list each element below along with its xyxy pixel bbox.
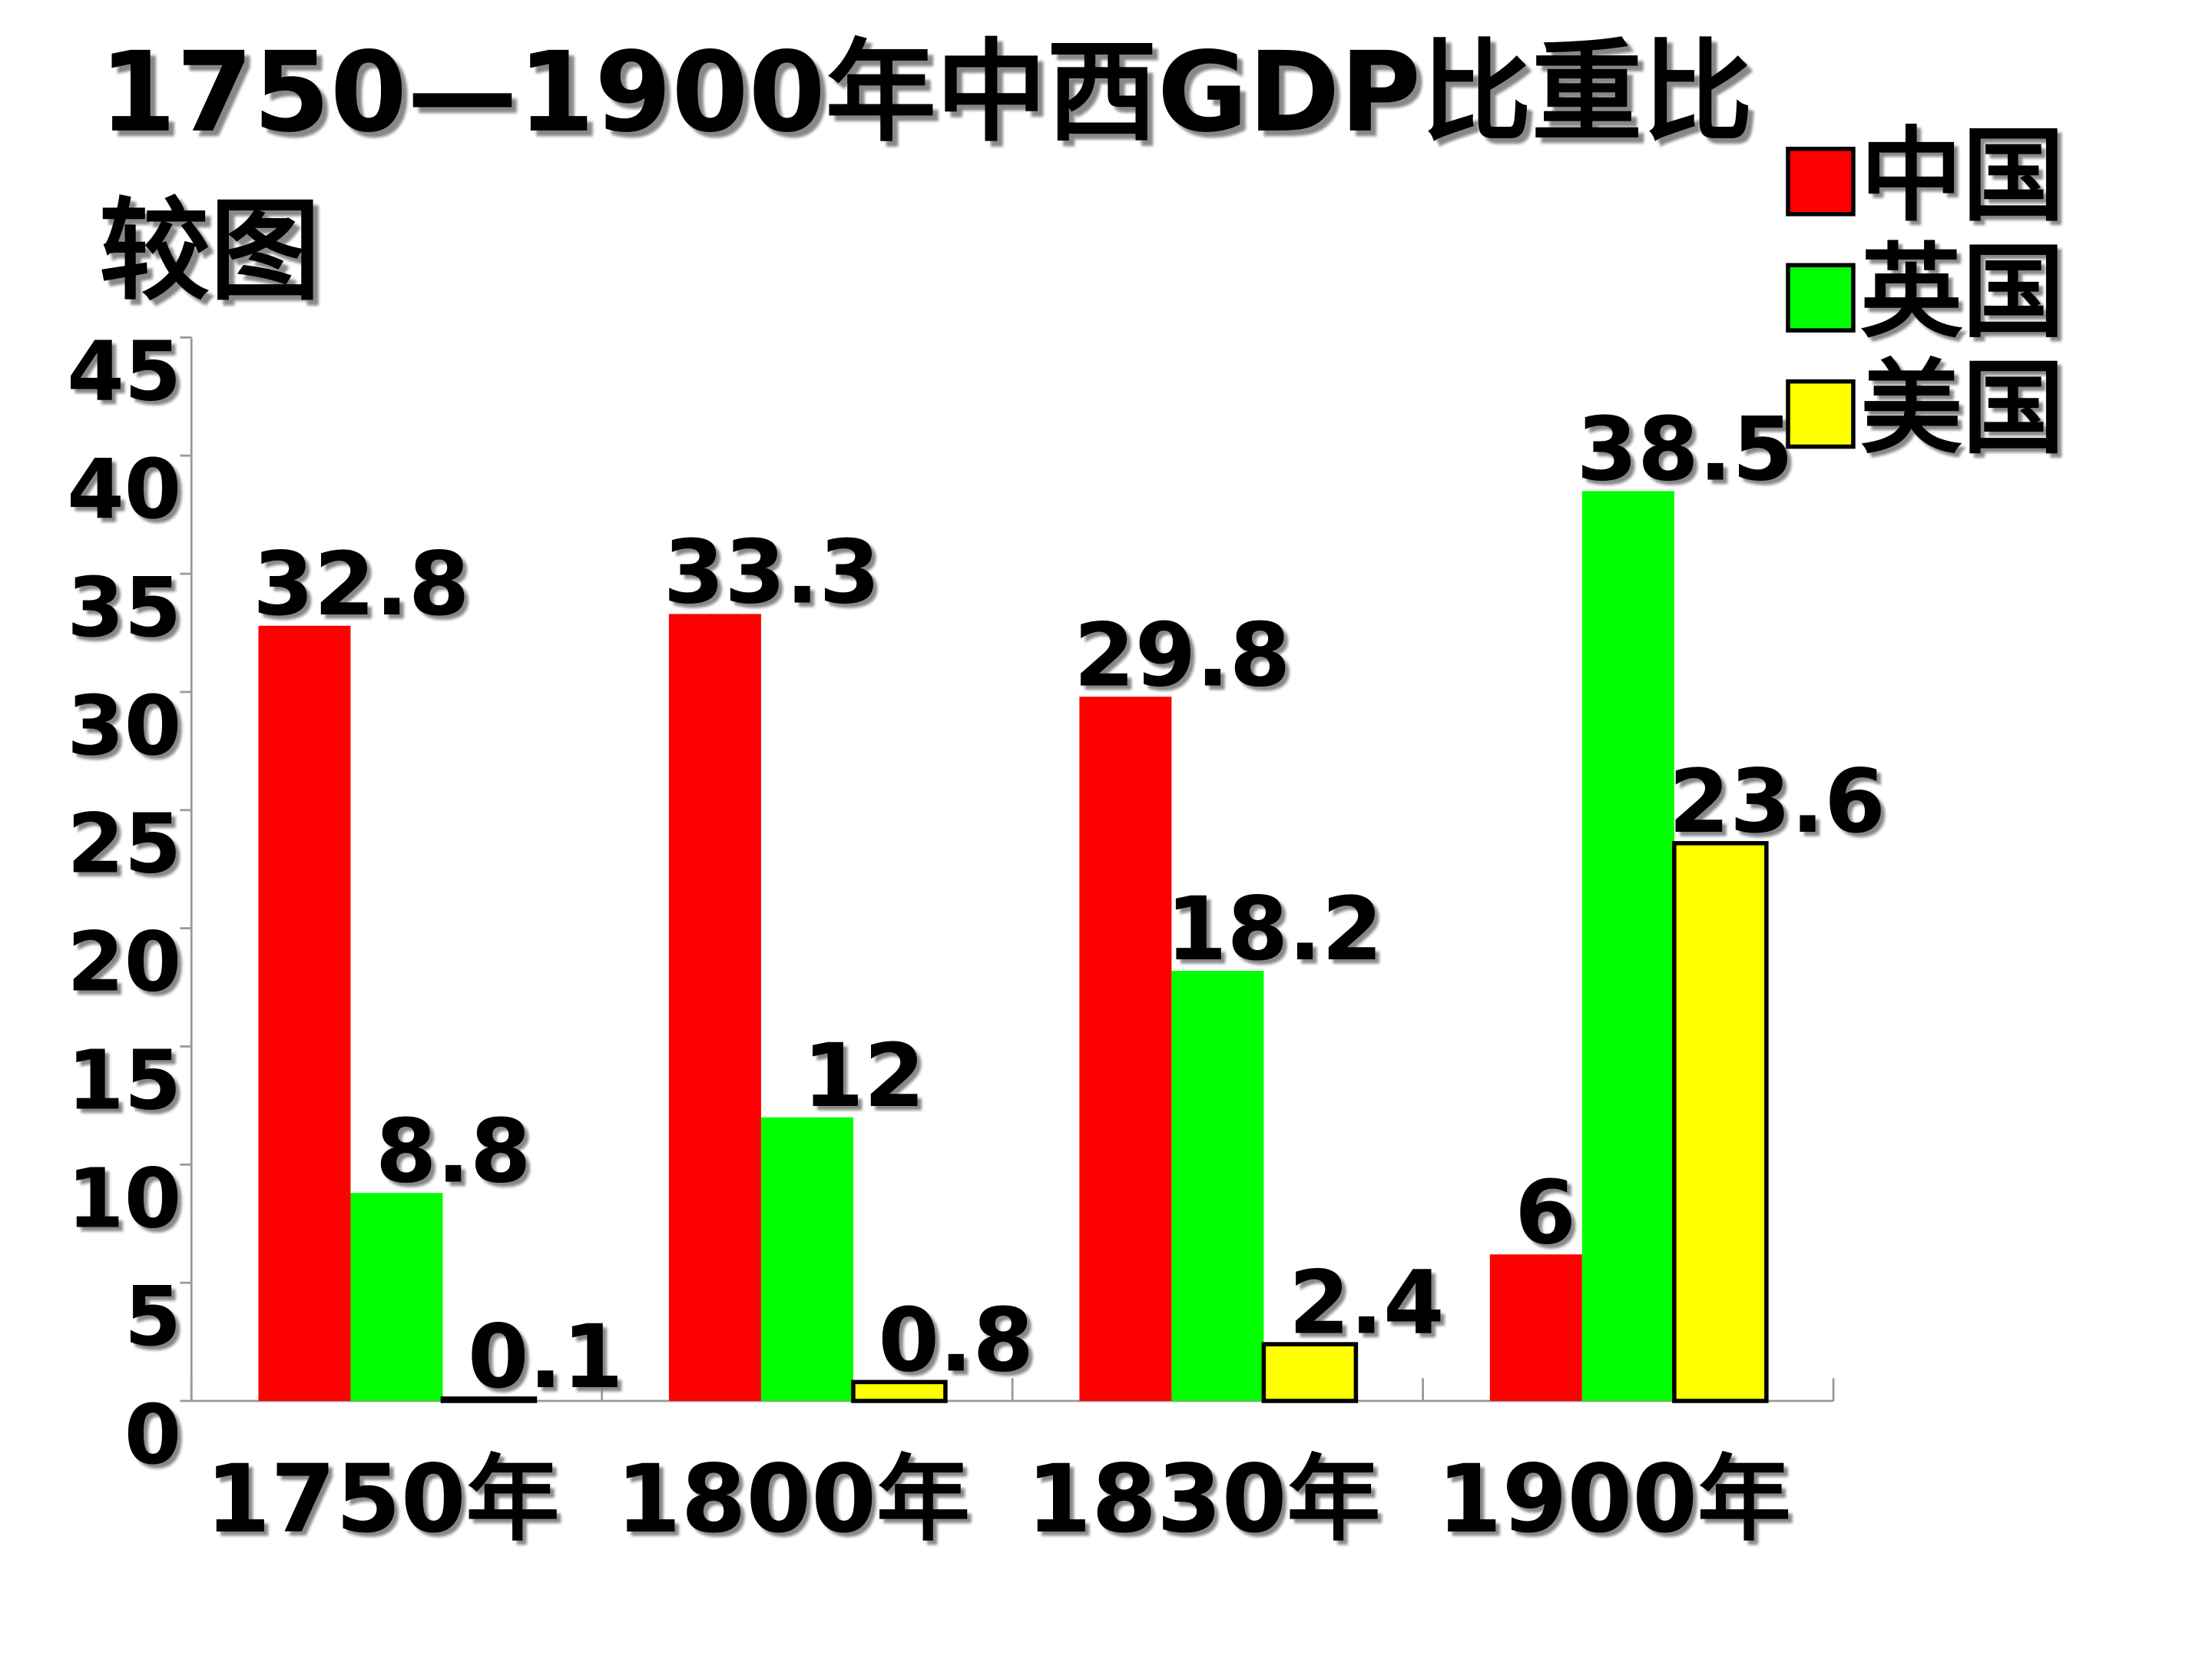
x-tick-label: 1750年 <box>206 1445 560 1554</box>
value-label: 23.6 <box>1668 750 1885 853</box>
legend-swatch <box>1786 263 1856 333</box>
title-box: 1750—1900年中西GDP比重比较图 <box>99 29 1753 316</box>
value-label: 32.8 <box>253 533 469 635</box>
value-label: 0.1 <box>468 1306 624 1408</box>
y-tick-label: 25 <box>67 797 181 892</box>
legend-swatch <box>1786 379 1856 449</box>
value-label: 18.2 <box>1166 878 1382 980</box>
y-tick-label: 15 <box>67 1033 181 1128</box>
y-tick-label: 20 <box>67 916 181 1011</box>
value-label: 8.8 <box>376 1100 531 1202</box>
y-tick-label: 35 <box>67 561 181 656</box>
bar <box>851 1379 948 1403</box>
value-label: 2.4 <box>1289 1251 1445 1353</box>
bar <box>440 1396 538 1403</box>
bar <box>258 625 351 1401</box>
bar <box>1489 1254 1582 1401</box>
value-label: 33.3 <box>664 522 880 624</box>
y-tick-label: 45 <box>67 324 181 419</box>
legend-label: 英国 <box>1860 233 2065 352</box>
bar <box>1079 697 1172 1401</box>
y-tick-label: 10 <box>67 1151 181 1247</box>
bar <box>1261 1342 1359 1403</box>
value-label: 29.8 <box>1074 604 1290 706</box>
x-tick-label: 1830年 <box>1026 1445 1380 1554</box>
y-tick-label: 30 <box>67 679 181 774</box>
bar <box>760 1117 853 1401</box>
legend-label: 美国 <box>1860 350 2065 469</box>
legend-label: 中国 <box>1860 118 2065 236</box>
y-tick-label: 5 <box>124 1270 182 1365</box>
bar <box>668 614 761 1401</box>
y-tick-label: 40 <box>67 442 181 538</box>
chart-title: 1750—1900年中西GDP比重比较图 <box>99 29 1753 316</box>
x-tick-label: 1800年 <box>616 1445 970 1554</box>
value-label: 0.8 <box>878 1290 1034 1392</box>
bar <box>1581 491 1674 1401</box>
bar <box>1171 971 1264 1401</box>
bar <box>1672 841 1769 1403</box>
bar <box>350 1193 443 1401</box>
x-tick-label: 1900年 <box>1437 1445 1791 1554</box>
legend-swatch <box>1786 147 1856 217</box>
value-label: 38.5 <box>1576 399 1793 501</box>
value-label: 12 <box>803 1025 925 1127</box>
y-tick-label: 0 <box>124 1388 182 1483</box>
